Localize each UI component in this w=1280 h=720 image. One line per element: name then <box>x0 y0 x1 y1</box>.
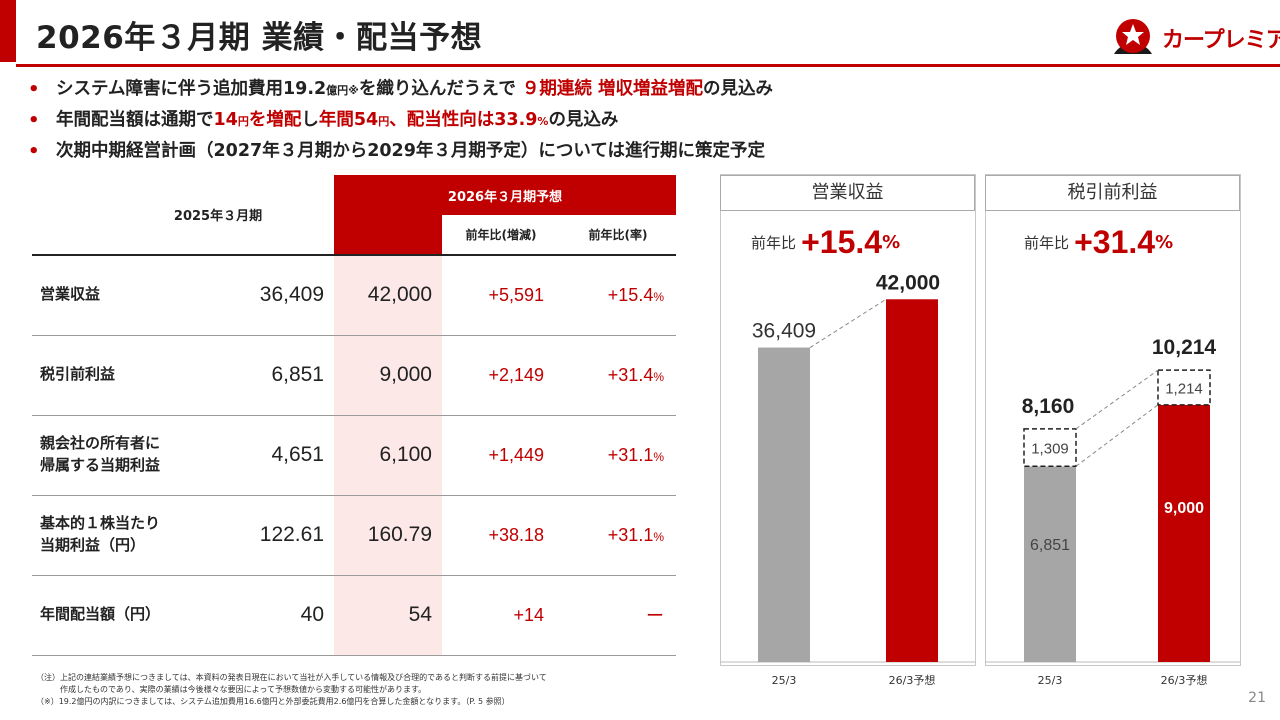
footnote: 作成したものであり、実際の業績は今後様々な要因によって予想数値から変動する可能性… <box>36 685 427 694</box>
header-2026-value-cell <box>334 215 442 256</box>
bullet-text: 年間54 <box>318 110 379 130</box>
rate-value: ー <box>646 606 664 626</box>
bullet-text: 年間配当額は通期で <box>56 110 214 130</box>
row-label: 営業収益 <box>32 255 222 336</box>
bullet-item: 次期中期経営計画（2027年３月期から2029年３月期予定）については進行期に策… <box>28 136 773 167</box>
title-rule <box>16 64 1280 67</box>
page-number: 21 <box>1248 690 1266 706</box>
value-2025: 40 <box>222 575 334 656</box>
yoy-diff: +2,149 <box>442 335 560 416</box>
revenue-x-tick: 26/3予想 <box>889 673 936 687</box>
value-2026: 160.79 <box>334 495 442 576</box>
yoy-diff: +14 <box>442 575 560 656</box>
rate-unit: % <box>653 449 664 464</box>
bullet-text: の見込み <box>703 79 774 99</box>
value-2025: 122.61 <box>222 495 334 576</box>
footnotes: （注）上記の連結業績予想につきましては、本資料の発表日現在において当社が入手して… <box>36 672 547 708</box>
row-label: 親会社の所有者に 帰属する当期利益 <box>32 415 222 496</box>
yoy-rate: ー <box>560 575 676 656</box>
results-table: 2025年３月期 2026年３月期予想 前年比(増減) 前年比(率) 営業収益 3… <box>32 175 676 656</box>
yoy-diff: +5,591 <box>442 255 560 336</box>
table-row: 税引前利益 6,851 9,000 +2,149 +31.4% <box>32 335 676 416</box>
value-2025: 4,651 <box>222 415 334 496</box>
header-2026-forecast: 2026年３月期予想 <box>334 175 676 215</box>
yoy-label: 前年比 <box>1024 234 1070 252</box>
table-row: 営業収益 36,409 42,000 +5,591 +15.4% <box>32 255 676 336</box>
row-label: 年間配当額（円） <box>32 575 222 656</box>
revenue-chart-title: 営業収益 <box>720 175 975 211</box>
bullet-text: を増配 <box>248 110 302 130</box>
yoy-diff: +1,449 <box>442 415 560 496</box>
bullet-text: ９期連続 増収増益増配 <box>521 79 704 99</box>
revenue-yoy: 前年比 +15.4% <box>751 224 900 261</box>
value-2025: 36,409 <box>222 255 334 336</box>
footnote: （※）19.2億円の内訳につきましては、システム追加費用16.6億円と外部委託費… <box>36 697 510 706</box>
yoy-unit: % <box>1155 232 1174 253</box>
row-label: 税引前利益 <box>32 335 222 416</box>
pretax-yoy: 前年比 +31.4% <box>1024 224 1173 261</box>
row-label: 基本的１株当たり 当期利益（円） <box>32 495 222 576</box>
summary-bullets: システム障害に伴う追加費用19.2億円※を織り込んだうえで ９期連続 増収増益増… <box>28 74 773 167</box>
rate-unit: % <box>653 289 664 304</box>
bullet-text: 次期中期経営計画（2027年３月期から2029年３月期予定）については進行期に策… <box>56 141 766 161</box>
bullet-item: 年間配当額は通期で14円を増配し年間54円、配当性向は33.9%の見込み <box>28 105 773 136</box>
bullet-text: 、配当性向は33.9 <box>389 110 538 130</box>
value-2026: 42,000 <box>334 255 442 336</box>
bullet-text: 億円※ <box>326 84 359 97</box>
value-2026: 6,100 <box>334 415 442 496</box>
pretax-chart-frame <box>985 174 1241 666</box>
bullet-text: 14 <box>213 110 238 130</box>
pretax-chart-title: 税引前利益 <box>985 175 1240 211</box>
revenue-x-tick: 25/3 <box>772 674 797 687</box>
bullet-item: システム障害に伴う追加費用19.2億円※を織り込んだうえで ９期連続 増収増益増… <box>28 74 773 105</box>
yoy-rate: +31.1% <box>560 415 676 496</box>
logo-text: カープレミア <box>1162 28 1280 53</box>
page-title: 2026年３月期 業績・配当予想 <box>36 20 483 56</box>
yoy-label: 前年比 <box>751 234 797 252</box>
table-row: 基本的１株当たり 当期利益（円） 122.61 160.79 +38.18 +31.1% <box>32 495 676 576</box>
header-yoy-rate: 前年比(率) <box>560 215 676 256</box>
value-2026: 54 <box>334 575 442 656</box>
value-2026: 9,000 <box>334 335 442 416</box>
title-accent-bar <box>0 0 16 62</box>
rate-unit: % <box>653 529 664 544</box>
bullet-text: 円 <box>237 115 249 128</box>
footnote: （注）上記の連結業績予想につきましては、本資料の発表日現在において当社が入手して… <box>36 673 547 682</box>
bullet-text: システム障害に伴う追加費用19.2 <box>56 79 327 99</box>
rate-unit: % <box>653 369 664 384</box>
table-row: 年間配当額（円） 40 54 +14 ー <box>32 575 676 656</box>
bullet-text: % <box>537 115 549 128</box>
yoy-diff: +38.18 <box>442 495 560 576</box>
yoy-value: +15.4 <box>801 224 883 260</box>
bullet-text: 円 <box>378 115 390 128</box>
rate-value: +31.1 <box>607 444 654 465</box>
rate-value: +15.4 <box>607 284 654 305</box>
company-logo: カープレミア <box>1106 14 1280 62</box>
rate-value: +31.1 <box>607 524 654 545</box>
value-2025: 6,851 <box>222 335 334 416</box>
bullet-text: し <box>301 110 319 130</box>
logo-mark-icon <box>1114 19 1152 54</box>
yoy-value: +31.4 <box>1074 224 1156 260</box>
table-row: 親会社の所有者に 帰属する当期利益 4,651 6,100 +1,449 +31.1% <box>32 415 676 496</box>
rate-value: +31.4 <box>607 364 654 385</box>
yoy-rate: +31.4% <box>560 335 676 416</box>
yoy-rate: +15.4% <box>560 255 676 336</box>
pretax-x-tick: 25/3 <box>1038 674 1063 687</box>
bullet-text: の見込み <box>548 110 619 130</box>
bullet-text: を織り込んだうえで <box>358 79 522 99</box>
yoy-rate: +31.1% <box>560 495 676 576</box>
header-2025: 2025年３月期 <box>32 175 334 256</box>
revenue-chart-frame <box>720 174 976 666</box>
yoy-unit: % <box>882 232 901 253</box>
header-yoy-diff: 前年比(増減) <box>442 215 560 256</box>
pretax-x-tick: 26/3予想 <box>1161 673 1208 687</box>
